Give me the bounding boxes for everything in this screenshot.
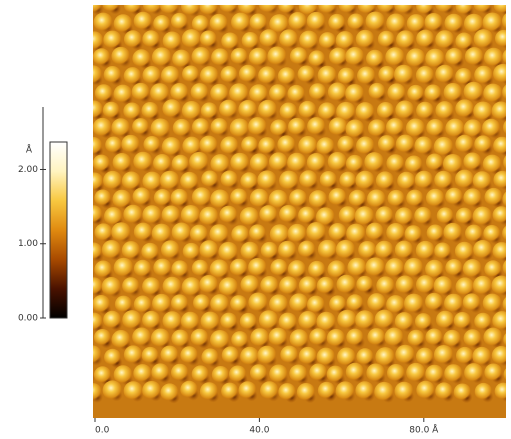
colorbar-tick-label: 1.00 [18, 239, 38, 249]
colorbar-unit: Å [26, 144, 33, 156]
colorbar-tick-label: 2.00 [18, 165, 38, 175]
x-tick-label: 80.0 Å [409, 424, 439, 436]
x-tick-label: 0.0 [95, 426, 110, 436]
colorbar [50, 142, 67, 318]
colorbar-tick-label: 0.00 [18, 314, 38, 324]
x-tick-label: 40.0 [249, 426, 269, 436]
stm-image [53, 0, 511, 418]
chart: Å 0.0 40.0 80.0 Å 0.00 1.00 2.00 [0, 0, 511, 439]
